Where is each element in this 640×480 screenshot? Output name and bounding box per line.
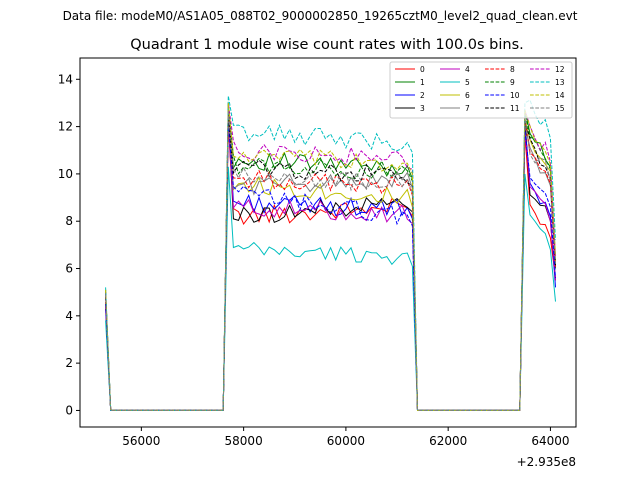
x-tick-label: 64000: [531, 434, 569, 448]
legend-label-0: 0: [420, 65, 425, 74]
y-tick-label: 8: [65, 214, 73, 228]
legend-label-1: 1: [420, 78, 425, 87]
legend-label-13: 13: [555, 78, 565, 87]
legend-label-4: 4: [465, 65, 470, 74]
x-tick-label: 62000: [429, 434, 467, 448]
series-line-13: [105, 95, 556, 411]
series-line-8: [105, 112, 556, 411]
series-line-7: [105, 117, 556, 411]
legend-label-15: 15: [555, 104, 565, 113]
chart-title: Quadrant 1 module wise count rates with …: [130, 37, 524, 53]
series-line-14: [105, 102, 556, 411]
y-tick-label: 14: [58, 72, 73, 86]
legend-label-2: 2: [420, 91, 425, 100]
legend-label-14: 14: [555, 91, 565, 100]
y-tick-label: 12: [58, 120, 73, 134]
y-tick-label: 0: [65, 403, 73, 417]
data-file-caption: Data file: modeM0/AS1A05_088T02_90000028…: [63, 9, 578, 23]
series-line-10: [105, 121, 556, 411]
legend-label-6: 6: [465, 91, 470, 100]
y-tick-label: 10: [58, 167, 73, 181]
legend-label-3: 3: [420, 104, 425, 113]
legend-box: [389, 61, 573, 119]
legend-label-10: 10: [510, 91, 520, 100]
series-line-5: [105, 166, 556, 411]
series-line-3: [105, 112, 556, 411]
legend-label-8: 8: [510, 65, 515, 74]
series-line-6: [105, 112, 556, 411]
y-tick-label: 2: [65, 356, 73, 370]
legend-label-9: 9: [510, 78, 515, 87]
legend-label-12: 12: [555, 65, 565, 74]
plot-lines: [105, 95, 556, 411]
legend-label-11: 11: [510, 104, 520, 113]
x-offset-label: +2.935e8: [517, 455, 576, 469]
axes-frame: [79, 57, 577, 428]
series-line-2: [105, 117, 556, 411]
series-line-1: [105, 102, 556, 411]
legend-label-5: 5: [465, 78, 470, 87]
series-line-12: [105, 102, 556, 411]
series-line-4: [105, 121, 556, 411]
series-line-15: [105, 109, 556, 411]
x-tick-label: 56000: [122, 434, 160, 448]
legend-label-7: 7: [465, 104, 470, 113]
x-tick-label: 58000: [225, 434, 263, 448]
y-tick-label: 6: [65, 262, 73, 276]
y-tick-label: 4: [65, 309, 73, 323]
x-tick-label: 60000: [327, 434, 365, 448]
